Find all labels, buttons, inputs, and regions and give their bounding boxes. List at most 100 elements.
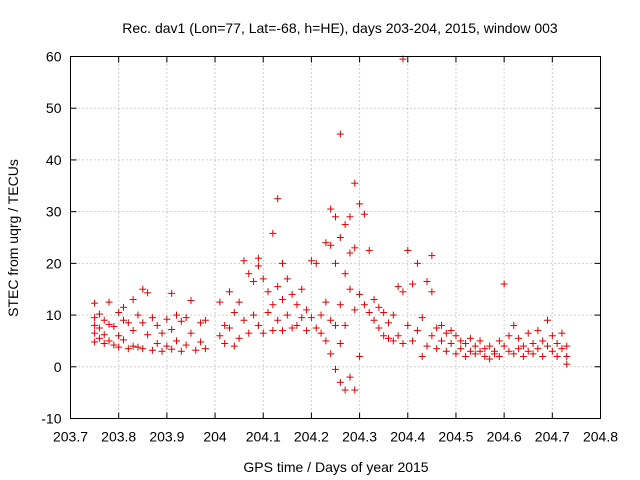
- data-point: [201, 316, 209, 324]
- data-point: [438, 321, 445, 329]
- data-point: [153, 321, 161, 329]
- data-point: [124, 345, 132, 353]
- data-point: [298, 285, 306, 293]
- data-point: [303, 327, 311, 335]
- data-point: [250, 311, 258, 319]
- data-point: [351, 179, 359, 187]
- data-point: [452, 332, 460, 340]
- data-point: [394, 283, 402, 291]
- data-point: [230, 342, 238, 350]
- data-point: [336, 301, 344, 309]
- data-point: [235, 334, 243, 342]
- data-point: [438, 337, 445, 345]
- data-point: [553, 340, 561, 348]
- data-point: [515, 334, 523, 342]
- data-point: [259, 329, 267, 337]
- data-point: [197, 319, 205, 327]
- data-point: [548, 347, 556, 355]
- data-point: [442, 329, 450, 337]
- data-point: [173, 311, 180, 319]
- x-tick-label: 204.8: [583, 429, 618, 445]
- x-tick-label: 204: [203, 429, 227, 445]
- data-point: [134, 343, 142, 351]
- data-point: [110, 341, 118, 349]
- data-point: [481, 352, 489, 360]
- data-point: [148, 314, 156, 322]
- data-point: [428, 288, 436, 296]
- data-point: [332, 259, 339, 267]
- data-point: [139, 345, 147, 353]
- data-point: [486, 342, 494, 350]
- data-point: [144, 289, 152, 297]
- data-point: [341, 386, 349, 394]
- data-point: [139, 319, 147, 327]
- data-point: [341, 321, 349, 329]
- data-point: [539, 337, 547, 345]
- data-point: [418, 314, 426, 322]
- data-point: [389, 337, 397, 345]
- data-point: [360, 210, 368, 218]
- data-point: [351, 244, 359, 252]
- data-point: [423, 277, 431, 285]
- y-tick-label: -10: [41, 411, 61, 427]
- data-point: [476, 337, 484, 345]
- data-point: [529, 340, 537, 348]
- data-point: [100, 316, 108, 324]
- data-point: [346, 373, 354, 381]
- data-point: [558, 345, 566, 353]
- data-point: [370, 296, 378, 304]
- y-tick-label: 60: [46, 49, 62, 65]
- data-point: [322, 239, 330, 247]
- data-point: [307, 314, 315, 322]
- data-point: [563, 352, 571, 360]
- data-point: [413, 259, 421, 267]
- data-point: [158, 347, 166, 355]
- data-point: [495, 352, 503, 360]
- data-point: [399, 288, 407, 296]
- data-point: [182, 314, 190, 322]
- data-point: [115, 343, 123, 351]
- data-point: [129, 296, 137, 304]
- data-point: [100, 340, 108, 348]
- data-point: [558, 329, 566, 337]
- data-point: [442, 347, 450, 355]
- data-point: [462, 352, 470, 360]
- data-point: [235, 298, 243, 306]
- data-point: [269, 327, 277, 335]
- x-tick-label: 204.2: [294, 429, 329, 445]
- data-point: [332, 213, 339, 221]
- data-point: [264, 288, 272, 296]
- data-point: [519, 342, 527, 350]
- data-point: [158, 329, 166, 337]
- data-point: [240, 316, 248, 324]
- data-point: [91, 329, 99, 337]
- data-point: [192, 346, 200, 354]
- data-point: [187, 297, 195, 305]
- data-point: [245, 270, 253, 278]
- data-point: [173, 337, 180, 345]
- data-point: [115, 332, 123, 340]
- data-point: [283, 275, 291, 283]
- data-point: [418, 352, 426, 360]
- data-point: [351, 306, 359, 314]
- data-point: [404, 321, 412, 329]
- data-point: [327, 241, 335, 249]
- x-tick-label: 203.9: [149, 429, 184, 445]
- data-point: [346, 285, 354, 293]
- data-point: [307, 257, 315, 265]
- data-point: [279, 296, 286, 304]
- y-tick-label: 0: [54, 359, 62, 375]
- data-point: [269, 229, 277, 237]
- data-point: [163, 342, 171, 350]
- data-point: [495, 337, 503, 345]
- data-point: [322, 298, 330, 306]
- data-point: [428, 332, 436, 340]
- data-point: [500, 280, 508, 288]
- data-point: [394, 332, 402, 340]
- data-point: [486, 355, 494, 363]
- data-point: [505, 347, 513, 355]
- data-point: [274, 316, 282, 324]
- data-point: [168, 345, 176, 353]
- data-point: [274, 195, 282, 203]
- data-point: [356, 290, 364, 298]
